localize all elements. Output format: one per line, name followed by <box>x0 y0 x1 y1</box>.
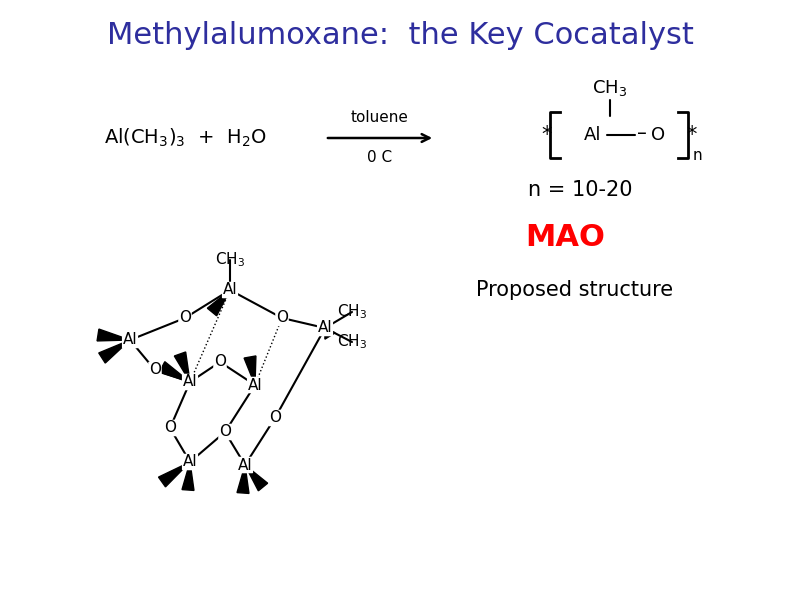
Text: Methylalumoxane:  the Key Cocatalyst: Methylalumoxane: the Key Cocatalyst <box>106 20 694 49</box>
Text: Proposed structure: Proposed structure <box>477 280 674 300</box>
Text: Al: Al <box>584 126 602 144</box>
Text: –: – <box>637 124 647 142</box>
Polygon shape <box>207 290 230 316</box>
Text: Al: Al <box>238 457 252 473</box>
Text: toluene: toluene <box>351 110 409 125</box>
Text: O: O <box>651 126 665 144</box>
Text: Al: Al <box>182 455 198 469</box>
Polygon shape <box>182 462 194 490</box>
Text: Al: Al <box>222 283 238 298</box>
Text: CH$_3$: CH$_3$ <box>337 332 367 352</box>
Text: O: O <box>214 355 226 370</box>
Text: O: O <box>219 425 231 439</box>
Text: Al: Al <box>248 377 262 392</box>
Text: Al: Al <box>122 332 138 347</box>
Polygon shape <box>325 328 335 339</box>
Polygon shape <box>174 352 190 382</box>
Text: *: * <box>542 125 552 145</box>
Text: O: O <box>276 311 288 325</box>
Text: CH$_3$: CH$_3$ <box>592 78 628 98</box>
Text: 0 C: 0 C <box>367 149 393 164</box>
Polygon shape <box>159 362 190 382</box>
Polygon shape <box>245 465 268 491</box>
Text: Al: Al <box>318 320 332 335</box>
Polygon shape <box>158 462 190 487</box>
Text: O: O <box>179 311 191 325</box>
Text: n = 10-20: n = 10-20 <box>528 180 632 200</box>
Text: MAO: MAO <box>525 223 605 253</box>
Polygon shape <box>98 340 130 363</box>
Text: Al(CH$_3$)$_3$  +  H$_2$O: Al(CH$_3$)$_3$ + H$_2$O <box>104 127 266 149</box>
Polygon shape <box>97 329 130 341</box>
Text: O: O <box>164 421 176 436</box>
Text: Al: Al <box>182 374 198 389</box>
Text: *: * <box>687 125 697 145</box>
Polygon shape <box>237 465 249 493</box>
Text: CH$_3$: CH$_3$ <box>215 251 245 269</box>
Text: O: O <box>149 362 161 377</box>
Text: O: O <box>269 410 281 425</box>
Text: n: n <box>693 148 702 163</box>
Text: CH$_3$: CH$_3$ <box>337 302 367 322</box>
Polygon shape <box>244 356 256 385</box>
